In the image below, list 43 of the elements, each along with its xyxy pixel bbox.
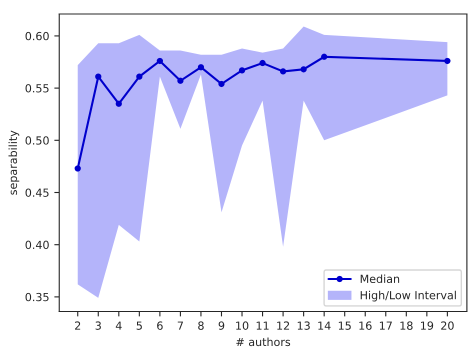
point [74, 165, 81, 172]
y-tick-label: 0.45 [26, 188, 49, 197]
y-tick-label: 0.35 [26, 292, 49, 302]
point [300, 66, 307, 72]
point [218, 80, 225, 88]
x-tick-label: 11 [256, 322, 269, 330]
x-tick-label: 14 [318, 322, 331, 330]
point [198, 64, 204, 70]
x-tick-label: 7 [178, 322, 183, 330]
x-tick-label: 3 [96, 321, 101, 330]
x-tick-label: 2 [75, 321, 80, 330]
y-tick-label: 0.40 [26, 240, 49, 250]
point [116, 100, 122, 107]
x-tick-label: 10 [236, 321, 248, 330]
legend-label: Median [360, 274, 400, 284]
x-axis-title: # authors [236, 338, 290, 346]
x-tick-label: 16 [359, 321, 372, 330]
point [280, 68, 286, 75]
point [177, 78, 184, 84]
x-tick-label: 17 [380, 322, 392, 330]
x-tick-label: 4 [116, 322, 122, 330]
x-tick-label: 18 [400, 321, 413, 330]
x-tick-label: 9 [218, 321, 224, 330]
x-tick-label: 15 [338, 322, 351, 330]
x-tick-label: 5 [136, 322, 142, 330]
y-tick-label: 0.50 [26, 136, 49, 145]
x-tick-label: 19 [420, 321, 434, 330]
point [156, 58, 163, 64]
point [259, 60, 266, 66]
x-tick-label: 8 [198, 321, 204, 330]
x-tick-label: 6 [157, 321, 163, 330]
y-axis-title: separability [8, 130, 20, 195]
x-tick-label: 13 [298, 321, 310, 330]
point [321, 54, 328, 60]
x-tick-label: 20 [441, 321, 454, 330]
point [136, 74, 142, 80]
point [95, 74, 102, 80]
y-tick-label: 0.55 [26, 84, 49, 92]
y-tick-label: 0.60 [26, 32, 49, 40]
x-tick-label: 12 [277, 321, 290, 330]
point [238, 67, 246, 74]
legend-label: High/Low Interval [360, 290, 456, 302]
point [444, 58, 451, 64]
